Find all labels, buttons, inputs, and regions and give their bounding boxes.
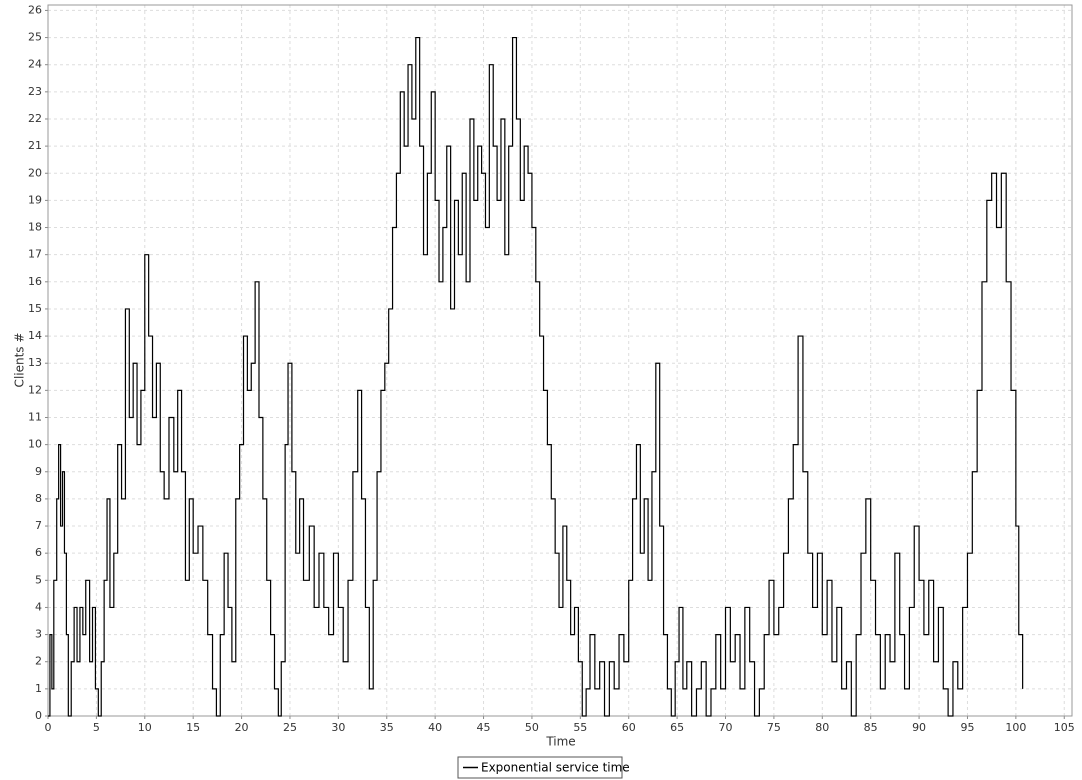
y-tick-label: 2: [35, 655, 42, 668]
legend-box: [457, 756, 623, 779]
x-tick-label: 5: [93, 721, 100, 734]
y-tick-label: 4: [35, 600, 42, 613]
y-tick-label: 22: [28, 112, 42, 125]
y-tick-label: 6: [35, 546, 42, 559]
y-tick-label: 20: [28, 166, 42, 179]
y-tick-label: 1: [35, 682, 42, 695]
x-tick-label: 10: [138, 721, 152, 734]
y-tick-label: 11: [28, 410, 42, 423]
y-tick-label: 23: [28, 85, 42, 98]
y-tick-label: 9: [35, 465, 42, 478]
x-tick-label: 20: [235, 721, 249, 734]
y-tick-label: 18: [28, 221, 42, 234]
y-tick-label: 5: [35, 573, 42, 586]
y-tick-label: 3: [35, 628, 42, 641]
x-tick-label: 85: [864, 721, 878, 734]
x-tick-label: 30: [331, 721, 345, 734]
x-tick-label: 35: [380, 721, 394, 734]
x-tick-label: 50: [525, 721, 539, 734]
y-tick-label: 12: [28, 383, 42, 396]
y-tick-label: 13: [28, 356, 42, 369]
x-tick-label: 65: [670, 721, 684, 734]
y-tick-label: 26: [28, 3, 42, 16]
x-tick-label: 55: [573, 721, 587, 734]
y-axis-label: Clients #: [13, 333, 27, 388]
y-tick-label: 15: [28, 302, 42, 315]
y-tick-label: 19: [28, 193, 42, 206]
y-tick-label: 21: [28, 139, 42, 152]
x-tick-label: 100: [1005, 721, 1026, 734]
x-tick-label: 0: [45, 721, 52, 734]
data-line: [48, 36, 1024, 717]
y-tick-label: 16: [28, 275, 42, 288]
plot-border: [47, 4, 1073, 717]
x-tick-label: 25: [283, 721, 297, 734]
x-tick-label: 15: [186, 721, 200, 734]
x-tick-label: 45: [477, 721, 491, 734]
legend-label: Exponential service time: [481, 761, 630, 775]
y-tick-label: 8: [35, 492, 42, 505]
x-tick-label: 105: [1054, 721, 1075, 734]
y-tick-label: 17: [28, 248, 42, 261]
y-tick-label: 0: [35, 709, 42, 722]
x-axis-label: Time: [545, 735, 575, 749]
x-tick-label: 70: [719, 721, 733, 734]
y-tick-label: 25: [28, 31, 42, 44]
x-tick-label: 75: [767, 721, 781, 734]
x-tick-label: 95: [960, 721, 974, 734]
y-tick-label: 10: [28, 438, 42, 451]
x-tick-label: 60: [622, 721, 636, 734]
x-tick-label: 90: [912, 721, 926, 734]
x-tick-label: 40: [428, 721, 442, 734]
y-tick-label: 24: [28, 58, 42, 71]
y-tick-label: 7: [35, 519, 42, 532]
x-tick-label: 80: [815, 721, 829, 734]
y-tick-label: 14: [28, 329, 42, 342]
